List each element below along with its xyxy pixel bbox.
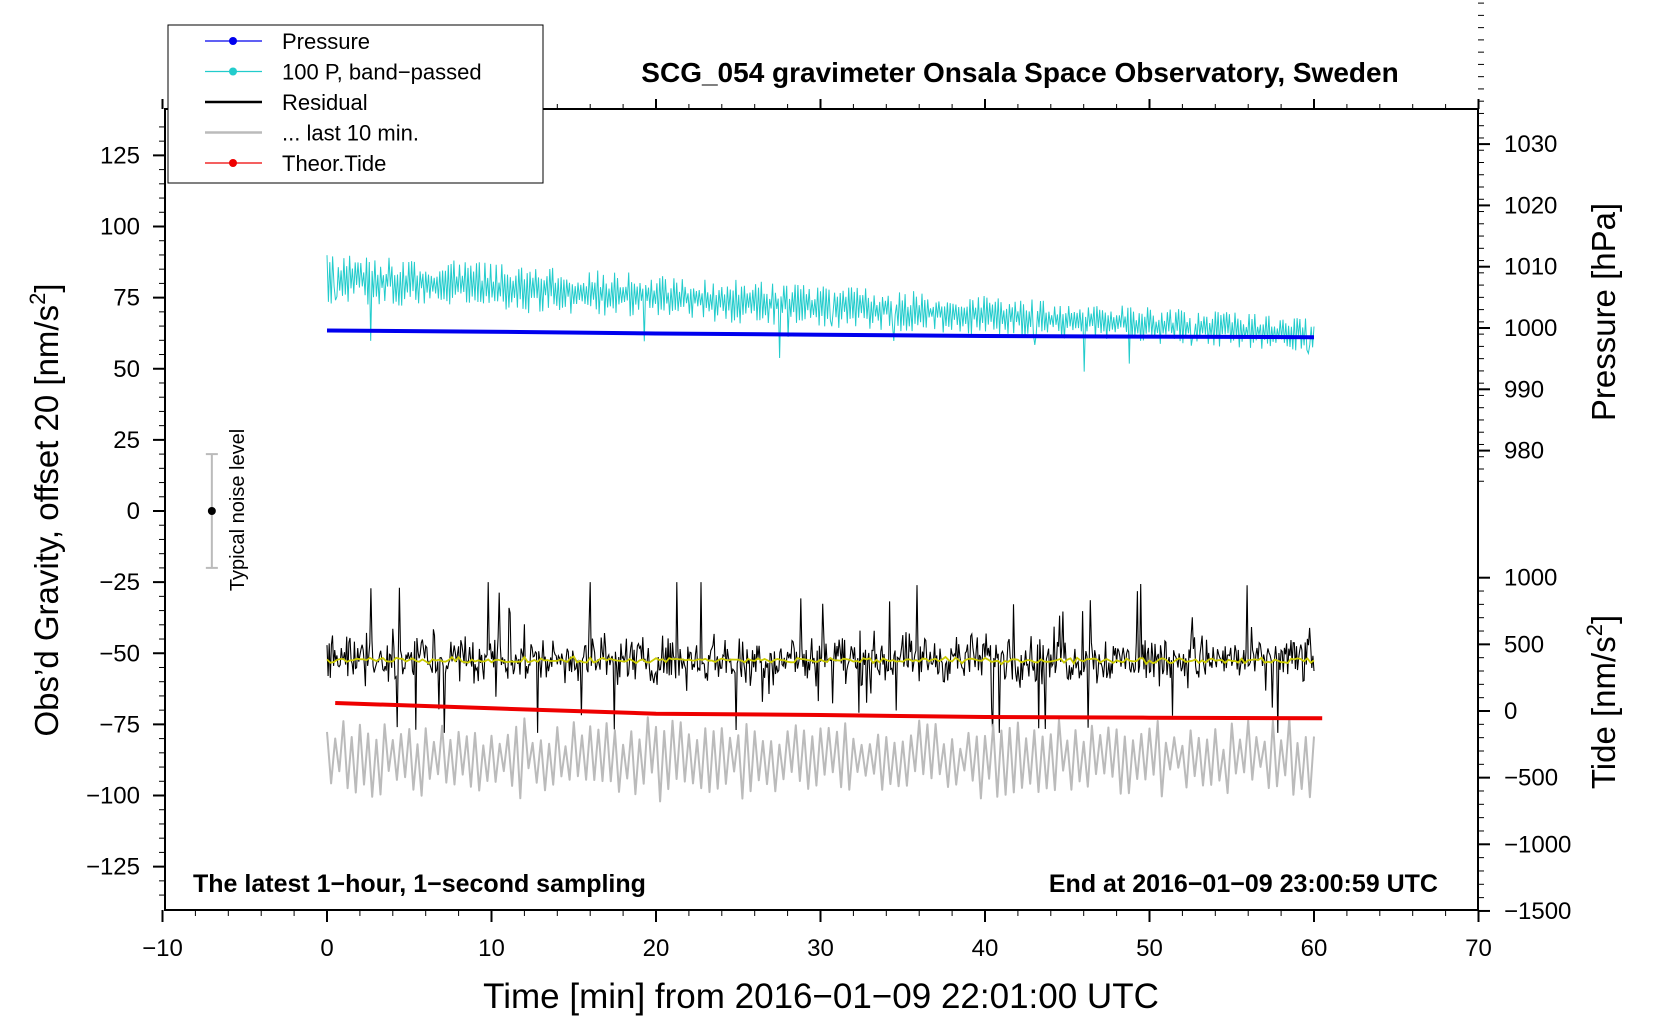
y-tide-tick-label: 0 <box>1504 698 1517 725</box>
y-tide-tick-label: 500 <box>1504 631 1544 658</box>
y-axis-label-left-sup: 2 <box>25 293 50 305</box>
y-axis-label-tide-main: Tide [nm/s <box>1585 636 1622 789</box>
y-axis-label-left-main: Obs’d Gravity, offset 20 [nm/s <box>28 305 65 737</box>
plot-frame <box>164 108 1479 911</box>
annotation-end-time: End at 2016−01−09 23:00:59 UTC <box>1049 870 1438 898</box>
y-left-tick-label: 125 <box>100 142 140 169</box>
legend: Pressure 100 P, band−passed Residual ... la… <box>167 24 544 184</box>
x-tick-label: 10 <box>478 935 505 962</box>
y-left-tick-label: 75 <box>113 285 140 312</box>
y-tide-tick-label: −1500 <box>1504 898 1571 925</box>
x-tick-label: 20 <box>643 935 670 962</box>
residual-line <box>326 582 1315 733</box>
y-left-tick-label: −50 <box>99 640 140 667</box>
y-tide-tick-label: −1000 <box>1504 831 1571 858</box>
y-left-tick-label: 50 <box>113 356 140 383</box>
noise-center-dot <box>207 507 216 515</box>
x-tick-label: 50 <box>1136 935 1163 962</box>
residual-mean-line <box>326 655 1315 666</box>
legend-label: Theor.Tide <box>282 151 386 176</box>
y-axis-label-left-end: ] <box>28 283 65 292</box>
y-axis-label-tide-end: ] <box>1585 615 1622 624</box>
x-tick-label: 70 <box>1465 935 1492 962</box>
noise-level-label: Typical noise level <box>227 429 249 591</box>
x-axis-label: Time [min] from 2016−01−09 22:01:00 UTC <box>483 977 1159 1016</box>
y-left-tick-label: −100 <box>86 783 140 810</box>
band-passed-pressure-line <box>326 255 1315 372</box>
y-pressure-tick-label: 1000 <box>1504 315 1557 342</box>
y-left-tick-label: 100 <box>100 214 140 241</box>
chart-title: SCG_054 gravimeter Onsala Space Observat… <box>641 57 1398 88</box>
x-tick-label: −10 <box>142 935 183 962</box>
legend-marker <box>229 37 237 45</box>
series-layer <box>326 255 1323 803</box>
y-pressure-tick-label: 1020 <box>1504 192 1557 219</box>
x-tick-label: 40 <box>972 935 999 962</box>
y-tide-tick-label: 1000 <box>1504 565 1557 592</box>
legend-marker <box>229 159 237 167</box>
x-tick-label: 0 <box>320 935 333 962</box>
legend-marker <box>229 67 237 76</box>
y-axis-label-tide-sup: 2 <box>1582 624 1607 636</box>
theoretical-tide-line <box>335 701 1323 721</box>
y-tide-tick-label: −500 <box>1504 765 1558 792</box>
y-pressure-tick-label: 980 <box>1504 438 1544 465</box>
y-left-tick-label: 25 <box>113 427 140 454</box>
pressure-line <box>326 328 1315 340</box>
x-tick-label: 30 <box>807 935 834 962</box>
legend-box <box>167 24 544 184</box>
legend-label: Pressure <box>282 29 370 54</box>
noise-level-marker <box>205 453 218 569</box>
y-pressure-tick-label: 990 <box>1504 376 1544 403</box>
last-10-min-line <box>326 716 1315 803</box>
y-left-tick-label: 0 <box>127 498 140 525</box>
y-left-tick-label: −75 <box>99 711 140 738</box>
y-left-tick-label: −125 <box>86 854 140 881</box>
y-left-tick-label: −25 <box>99 569 140 596</box>
legend-label: 100 P, band−passed <box>282 60 482 85</box>
annotation-sampling: The latest 1−hour, 1−second sampling <box>193 870 646 898</box>
legend-label: Residual <box>282 90 368 115</box>
x-tick-label: 60 <box>1301 935 1328 962</box>
y-axis-label-tide: Tide [nm/s2] <box>1582 615 1622 789</box>
axes-layer: −10 0 10 20 30 40 50 60 701251007550250−25−50−75… <box>86 2 1571 962</box>
legend-label: ... last 10 min. <box>282 121 419 146</box>
y-axis-label-left: Obs’d Gravity, offset 20 [nm/s2] <box>25 283 65 736</box>
y-pressure-tick-label: 1030 <box>1504 131 1557 158</box>
y-pressure-tick-label: 1010 <box>1504 254 1557 281</box>
y-axis-label-pressure: Pressure [hPa] <box>1585 203 1622 421</box>
